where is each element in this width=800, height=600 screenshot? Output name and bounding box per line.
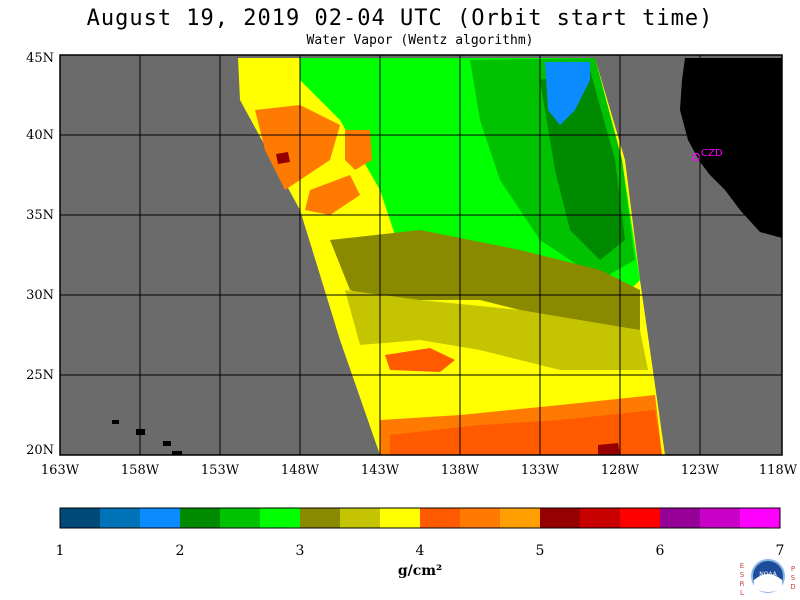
lon-label: 138W [440,463,480,478]
lon-label: 128W [600,463,640,478]
north-america-land [680,58,782,238]
page-title: August 19, 2019 02-04 UTC (Orbit start t… [86,6,714,31]
swath-blue-patch [545,62,590,125]
logo-letter: S [790,574,796,582]
swath-nw-darkred-spot [276,152,290,164]
swath-orange-blob [385,348,455,372]
logo-left-letters: E S R L [738,562,746,598]
map-frame [59,54,783,456]
station-label: CZD [701,148,723,159]
lon-label: 143W [360,463,400,478]
colorbar-swatch [620,508,660,528]
lat-label: 40N [26,128,54,143]
colorbar-swatch [220,508,260,528]
swath-olive-band [330,230,640,330]
logo-letter: R [739,580,745,588]
page-subtitle: Water Vapor (Wentz algorithm) [306,33,534,48]
colorbar-swatch [580,508,620,528]
colorbar-swatch [140,508,180,528]
lat-label: 25N [26,368,54,383]
colorbar-swatch [420,508,460,528]
colorbar-swatch [100,508,140,528]
colorbar [60,508,780,528]
swath-redorange-band [390,410,662,455]
colorbar-tick-label: 5 [535,543,545,559]
colorbar-tick-label: 1 [55,543,65,559]
colorbar-tick-label: 2 [175,543,185,559]
colorbar-tick-label: 6 [655,543,665,559]
logo-letter: S [739,571,745,579]
lat-label: 20N [26,443,54,458]
swath-nw-orange-area [255,105,340,190]
swath-khaki-band [345,290,648,370]
lon-label: 123W [680,463,720,478]
logo-letter: P [790,565,796,573]
colorbar-swatch [180,508,220,528]
colorbar-swatch [300,508,340,528]
logo-letter: D [790,583,796,591]
logo-right-letters: P S D [789,565,797,592]
colorbar-swatch [540,508,580,528]
colorbar-swatch [460,508,500,528]
colorbar-swatch [380,508,420,528]
lon-label: 158W [120,463,160,478]
colorbar-swatch [660,508,700,528]
swath-dark-red-spot [598,443,620,455]
swath-nw-orange-area-2 [345,130,372,170]
colorbar-frame [59,507,781,529]
colorbar-tick-label: 7 [775,543,785,559]
colorbar-swatch [60,508,100,528]
lat-label: 30N [26,288,54,303]
lon-label: 133W [520,463,560,478]
map-gridlines [60,55,782,455]
colorbar-swatch [700,508,740,528]
logo-letter: E [739,562,745,570]
colorbar-swatch [340,508,380,528]
noaa-logo: NOAA [751,559,785,593]
colorbar-tick-label: 3 [295,543,305,559]
colorbar-swatch [500,508,540,528]
lon-label: 153W [200,463,240,478]
logo-letter: L [740,589,744,597]
lon-label: 148W [280,463,320,478]
swath-nw-orange-area-3 [305,175,360,215]
colorbar-units: g/cm² [397,563,443,579]
colorbar-swatch [740,508,780,528]
lat-label: 35N [26,208,54,223]
lat-label: 45N [26,51,54,66]
lon-label: 163W [40,463,80,478]
colorbar-tick-label: 4 [415,543,425,559]
colorbar-swatch [260,508,300,528]
satellite-swath [238,58,665,455]
svg-text:NOAA: NOAA [759,571,777,578]
lon-label: 118W [758,463,798,478]
